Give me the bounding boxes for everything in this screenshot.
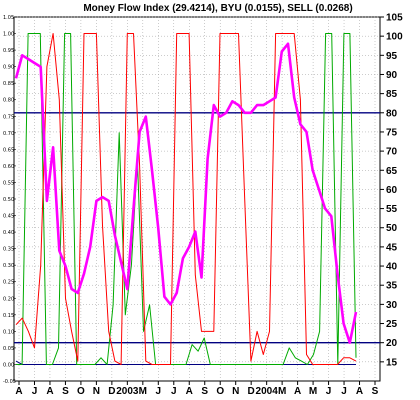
left-tick-label: 0.55 — [3, 180, 14, 186]
x-tick-label: M — [139, 386, 147, 397]
x-tick-label: N — [93, 386, 100, 397]
right-tick-label: 35 — [386, 281, 398, 292]
x-tick-label: J — [326, 386, 332, 397]
right-tick-label: 30 — [386, 300, 398, 311]
series-line — [15, 33, 357, 365]
right-tick-label: 15 — [386, 357, 398, 368]
right-tick-label: 40 — [386, 262, 398, 273]
x-axis: A J A S O N D 2003 M J J A S O N D 2004 M A M J J A S — [15, 381, 379, 397]
x-tick-label: M — [309, 386, 317, 397]
left-tick-label: 0.00 — [3, 362, 14, 368]
x-tick-label: A — [15, 386, 22, 397]
x-tick-label: N — [232, 386, 239, 397]
right-tick-label: 105 — [386, 13, 403, 24]
x-tick-label: A — [294, 386, 301, 397]
x-tick-label: S — [372, 386, 379, 397]
x-tick-label: J — [156, 386, 162, 397]
left-axis: -0.05 0.00 0.05 0.10 0.15 0.20 0.25 0.30 0.35 0.4… — [3, 15, 16, 385]
left-tick-label: 0.15 — [3, 313, 14, 319]
x-tick-label: J — [32, 386, 38, 397]
left-tick-label: 1.00 — [3, 32, 14, 38]
x-tick-label: O — [216, 386, 224, 397]
left-tick-label: 0.60 — [3, 164, 14, 170]
series — [14, 33, 358, 365]
x-tick-label: S — [62, 386, 69, 397]
right-tick-label: 80 — [386, 108, 398, 119]
x-tick-label: M — [278, 386, 286, 397]
chart-title: Money Flow Index (29.4214), BYU (0.0155)… — [83, 3, 352, 14]
right-tick-label: 95 — [386, 51, 398, 62]
left-tick-label: 1.05 — [3, 15, 14, 21]
left-tick-label: 0.25 — [3, 280, 14, 286]
left-tick-label: -0.05 — [3, 379, 16, 385]
x-tick-label: O — [77, 386, 85, 397]
x-tick-label: 2003 — [116, 386, 139, 397]
x-tick-label: 2004 — [256, 386, 279, 397]
left-tick-label: 0.95 — [3, 48, 14, 54]
left-tick-label: 0.75 — [3, 114, 14, 120]
left-tick-label: 0.65 — [3, 147, 14, 153]
x-tick-label: A — [46, 386, 53, 397]
x-tick-label: J — [171, 386, 177, 397]
series-line — [16, 33, 357, 365]
right-tick-label: 55 — [386, 204, 398, 215]
right-tick-label: 75 — [386, 127, 398, 138]
right-tick-label: 45 — [386, 242, 398, 253]
left-tick-label: 0.70 — [3, 131, 14, 137]
right-tick-label: 85 — [386, 89, 398, 100]
right-tick-label: 50 — [386, 223, 398, 234]
left-tick-label: 0.80 — [3, 98, 14, 104]
x-tick-label: D — [248, 386, 255, 397]
grid — [14, 16, 380, 381]
right-tick-label: 100 — [386, 32, 403, 43]
left-tick-label: 0.90 — [3, 65, 14, 71]
right-tick-label: 20 — [386, 338, 398, 349]
left-tick-label: 0.40 — [3, 230, 14, 236]
right-tick-label: 25 — [386, 319, 398, 330]
left-tick-label: 0.35 — [3, 247, 14, 253]
x-tick-label: S — [201, 386, 208, 397]
x-tick-label: D — [108, 386, 115, 397]
right-axis: 15 20 25 30 35 40 45 50 55 60 65 70 75 80 85 90 95 100 105 — [380, 13, 403, 368]
left-tick-label: 0.05 — [3, 346, 14, 352]
reference-lines — [14, 112, 380, 344]
series-line — [14, 42, 358, 345]
right-tick-label: 60 — [386, 185, 398, 196]
left-tick-label: 0.85 — [3, 81, 14, 87]
left-tick-label: 0.50 — [3, 197, 14, 203]
x-tick-label: J — [341, 386, 347, 397]
x-tick-label: A — [186, 386, 193, 397]
right-tick-label: 65 — [386, 166, 398, 177]
left-tick-label: 0.30 — [3, 263, 14, 269]
x-tick-label: A — [356, 386, 363, 397]
right-tick-label: 70 — [386, 147, 398, 158]
left-tick-label: 0.10 — [3, 329, 14, 335]
left-tick-label: 0.45 — [3, 214, 14, 220]
right-tick-label: 90 — [386, 70, 398, 81]
left-tick-label: 0.20 — [3, 296, 14, 302]
